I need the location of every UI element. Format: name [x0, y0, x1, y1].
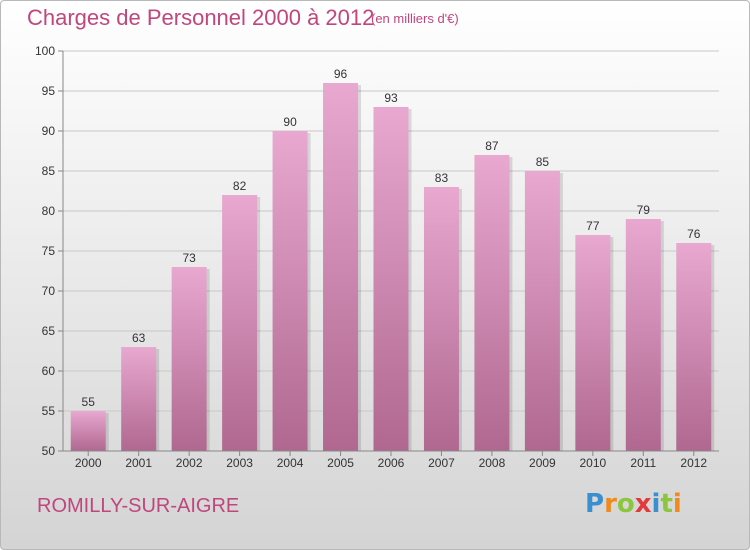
y-tick-label: 90	[42, 124, 56, 138]
bar-value-label: 93	[384, 91, 398, 105]
bar	[423, 187, 459, 451]
y-tick-label: 95	[42, 84, 56, 98]
proxiti-logo[interactable]: Proxiti	[585, 489, 682, 519]
bar	[676, 243, 712, 451]
bar	[222, 195, 258, 451]
y-tick-label: 60	[42, 364, 56, 378]
y-tick-label: 100	[35, 44, 55, 58]
logo-letter: P	[585, 489, 605, 519]
x-tick-label: 2012	[680, 456, 707, 470]
bar	[272, 131, 308, 451]
y-tick-label: 85	[42, 164, 56, 178]
logo-letter: i	[672, 489, 682, 519]
bar	[373, 107, 409, 451]
x-tick-label: 2009	[529, 456, 556, 470]
y-tick-label: 65	[42, 324, 56, 338]
chart-title: Charges de Personnel 2000 à 2012	[27, 5, 375, 30]
bar	[323, 83, 359, 451]
bar-value-label: 90	[283, 115, 297, 129]
logo-letter: i	[651, 489, 661, 519]
bars	[70, 83, 715, 451]
location-label: ROMILLY-SUR-AIGRE	[37, 495, 240, 517]
bar	[625, 219, 661, 451]
x-tick-label: 2010	[579, 456, 606, 470]
bar-value-label: 73	[182, 251, 196, 265]
x-tick-label: 2000	[75, 456, 102, 470]
bar	[575, 235, 611, 451]
axes	[58, 50, 719, 456]
bar	[121, 347, 157, 451]
x-tick-label: 2002	[176, 456, 203, 470]
y-tick-label: 55	[42, 404, 56, 418]
bar-value-label: 55	[82, 395, 96, 409]
bar-value-label: 82	[233, 179, 247, 193]
x-tick-label: 2011	[630, 456, 656, 470]
x-tick-label: 2004	[277, 456, 304, 470]
x-tick-label: 2008	[479, 456, 506, 470]
logo-letter: x	[634, 489, 652, 519]
x-tick-label: 2003	[226, 456, 253, 470]
y-tick-label: 75	[42, 244, 56, 258]
x-tick-label: 2005	[327, 456, 354, 470]
bar	[171, 267, 207, 451]
bar	[70, 411, 106, 451]
bar-value-label: 85	[536, 155, 550, 169]
logo-letter: o	[616, 489, 635, 519]
bar-value-label: 63	[132, 331, 146, 345]
chart-subtitle: (en milliers d'€)	[371, 11, 459, 26]
bar-value-label: 77	[586, 219, 600, 233]
bar-value-label: 79	[637, 203, 651, 217]
bar-value-label: 76	[687, 227, 701, 241]
bar	[524, 171, 560, 451]
x-tick-label: 2001	[125, 456, 152, 470]
y-tick-label: 50	[42, 444, 56, 458]
bar-value-label: 96	[334, 67, 348, 81]
bar-value-label: 87	[485, 139, 499, 153]
bar-value-label: 83	[435, 171, 449, 185]
bar	[474, 155, 510, 451]
x-tick-label: 2006	[378, 456, 405, 470]
x-tick-label: 2007	[428, 456, 455, 470]
logo-letter: r	[604, 489, 617, 519]
y-tick-label: 70	[42, 284, 56, 298]
logo-letter: t	[660, 489, 673, 519]
labels: 50 55 60 65 70 75 80 85 90 95 100 55 2000 63 2001 73 200…	[35, 44, 707, 470]
y-tick-label: 80	[42, 204, 56, 218]
